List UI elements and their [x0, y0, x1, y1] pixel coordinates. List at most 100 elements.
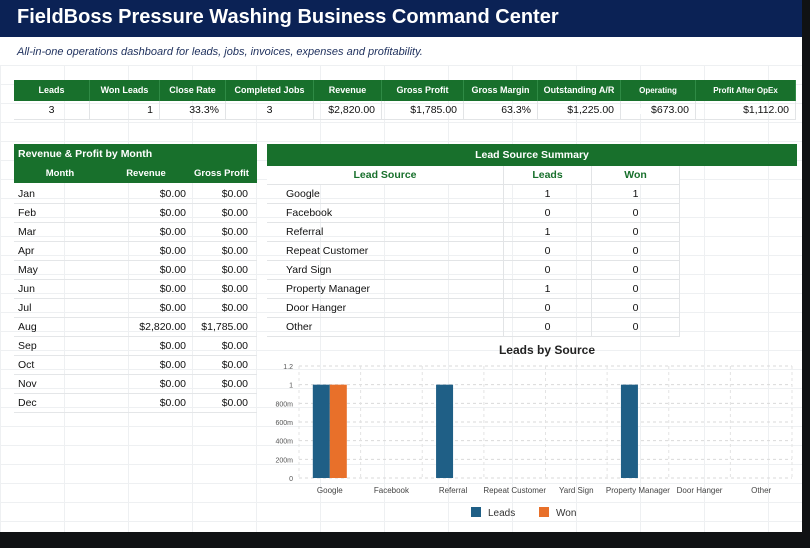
month-cell[interactable]: Oct [18, 359, 35, 371]
leads-column-header[interactable]: Leads [504, 166, 592, 185]
bar-leads-google[interactable] [312, 384, 330, 478]
month-cell[interactable]: Nov [18, 378, 37, 390]
revenue-column-header[interactable]: Revenue [126, 168, 166, 179]
gross-profit-cell[interactable]: $1,785.00 [201, 321, 248, 333]
bar-leads-property-manager[interactable] [620, 384, 638, 478]
gross-profit-cell[interactable]: $0.00 [221, 188, 248, 200]
gross-profit-cell[interactable]: $0.00 [221, 397, 248, 409]
gross-profit-cell[interactable]: $0.00 [221, 283, 248, 295]
month-cell[interactable]: Dec [18, 397, 37, 409]
kpi-value-cell[interactable]: 3 [14, 101, 90, 120]
gross-profit-cell[interactable]: $0.00 [221, 264, 248, 276]
lead-count-cell[interactable]: 1 [504, 280, 592, 299]
won-count-cell[interactable]: 0 [592, 318, 680, 337]
revenue-cell[interactable]: $0.00 [159, 207, 186, 219]
kpi-value-cell[interactable]: $1,225.00 [538, 101, 621, 120]
lead-count-cell[interactable]: 0 [504, 242, 592, 261]
kpi-header-cell[interactable]: Operating Expenses [621, 80, 696, 116]
lead-source-name-cell[interactable]: Referral [267, 223, 504, 242]
won-count-cell[interactable]: 0 [592, 204, 680, 223]
revenue-cell[interactable]: $2,820.00 [139, 321, 186, 333]
month-cell[interactable]: Aug [18, 321, 37, 333]
gross-profit-cell[interactable]: $0.00 [221, 245, 248, 257]
revenue-cell[interactable]: $0.00 [159, 226, 186, 238]
revenue-cell[interactable]: $0.00 [159, 245, 186, 257]
month-cell[interactable]: Feb [18, 207, 37, 219]
lead-source-name-cell[interactable]: Google [267, 185, 504, 204]
month-cell[interactable]: Jul [18, 302, 32, 314]
revenue-cell[interactable]: $0.00 [159, 264, 186, 276]
revenue-cell[interactable]: $0.00 [159, 340, 186, 352]
gross-profit-cell[interactable]: $0.00 [221, 340, 248, 352]
gross-profit-cell[interactable]: $0.00 [221, 359, 248, 371]
won-count-cell[interactable]: 0 [592, 280, 680, 299]
kpi-value-cell[interactable]: 63.3% [464, 101, 538, 120]
lead-count-cell[interactable]: 0 [504, 261, 592, 280]
kpi-value-cell[interactable]: $1,785.00 [382, 101, 464, 120]
month-cell[interactable]: Apr [18, 245, 35, 257]
bar-leads-referral[interactable] [436, 384, 454, 478]
kpi-header-cell[interactable]: Revenue [314, 80, 382, 101]
legend-label-won[interactable]: Won [556, 508, 576, 519]
gross-profit-cell[interactable]: $0.00 [221, 302, 248, 314]
kpi-header-cell[interactable]: Gross Profit [382, 80, 464, 101]
x-tick-label: Door Hanger [677, 486, 723, 495]
won-count-cell[interactable]: 0 [592, 242, 680, 261]
month-cell[interactable]: Mar [18, 226, 37, 238]
month-column-header[interactable]: Month [45, 168, 75, 179]
kpi-header-cell[interactable]: Gross Margin [464, 80, 538, 101]
legend-label-leads[interactable]: Leads [488, 508, 515, 519]
lead-count-cell[interactable]: 0 [504, 204, 592, 223]
kpi-header-cell[interactable]: Close Rate [160, 80, 226, 101]
kpi-value-cell[interactable]: $2,820.00 [314, 101, 382, 120]
lead-count-cell[interactable]: 0 [504, 299, 592, 318]
revenue-cell[interactable]: $0.00 [159, 188, 186, 200]
kpi-value-cell[interactable]: $673.00 [621, 101, 696, 120]
bar-won-google[interactable] [329, 384, 347, 478]
kpi-header-cell[interactable]: Won Leads [90, 80, 160, 101]
kpi-header-cell[interactable]: Completed Jobs [226, 80, 314, 101]
lead-source-row: Repeat Customer 0 0 [267, 242, 680, 261]
revenue-cell[interactable]: $0.00 [159, 378, 186, 390]
lead-count-cell[interactable]: 0 [504, 318, 592, 337]
kpi-value-cell[interactable]: 33.3% [160, 101, 226, 120]
gross-profit-cell[interactable]: $0.00 [221, 378, 248, 390]
revenue-cell[interactable]: $0.00 [159, 283, 186, 295]
legend-swatch-won[interactable] [539, 507, 549, 517]
lead-source-name-cell[interactable]: Other [267, 318, 504, 337]
won-count-cell[interactable]: 1 [592, 185, 680, 204]
gross-profit-cell[interactable]: $0.00 [221, 226, 248, 238]
kpi-value-cell[interactable]: 1 [90, 101, 160, 120]
month-cell[interactable]: Jan [18, 188, 35, 200]
kpi-value-cell[interactable]: $1,112.00 [696, 101, 796, 120]
won-column-header[interactable]: Won [592, 166, 680, 185]
lead-count-cell[interactable]: 1 [504, 223, 592, 242]
lead-source-column-header[interactable]: Lead Source [267, 166, 504, 185]
kpi-value-cell[interactable]: 3 [226, 101, 314, 120]
won-count-cell[interactable]: 0 [592, 261, 680, 280]
kpi-header-cell[interactable]: Outstanding A/R [538, 80, 621, 101]
lead-source-name-cell[interactable]: Repeat Customer [267, 242, 504, 261]
chart-title: Leads by Source [499, 343, 595, 357]
lead-count-cell[interactable]: 1 [504, 185, 592, 204]
page-subtitle: All-in-one operations dashboard for lead… [17, 46, 423, 58]
month-cell[interactable]: May [18, 264, 38, 276]
won-count-cell[interactable]: 0 [592, 299, 680, 318]
gross-profit-column-header[interactable]: Gross Profit [194, 168, 249, 179]
lead-source-name-cell[interactable]: Property Manager [267, 280, 504, 299]
gross-profit-cell[interactable]: $0.00 [221, 207, 248, 219]
kpi-header-cell[interactable]: Leads [14, 80, 90, 101]
lead-source-name-cell[interactable]: Facebook [267, 204, 504, 223]
lead-source-name-cell[interactable]: Door Hanger [267, 299, 504, 318]
revenue-cell[interactable]: $0.00 [159, 397, 186, 409]
month-cell[interactable]: Sep [18, 340, 37, 352]
revenue-cell[interactable]: $0.00 [159, 359, 186, 371]
won-count-cell[interactable]: 0 [592, 223, 680, 242]
revenue-cell[interactable]: $0.00 [159, 302, 186, 314]
legend-swatch-leads[interactable] [471, 507, 481, 517]
kpi-header-cell[interactable]: Profit After OpEx [696, 80, 796, 101]
lead-source-row: Door Hanger 0 0 [267, 299, 680, 318]
leads-by-source-chart[interactable]: Leads by Source 0 200m 400m 600m 800m 1 1.2 Goog… [267, 337, 797, 527]
lead-source-name-cell[interactable]: Yard Sign [267, 261, 504, 280]
month-cell[interactable]: Jun [18, 283, 35, 295]
